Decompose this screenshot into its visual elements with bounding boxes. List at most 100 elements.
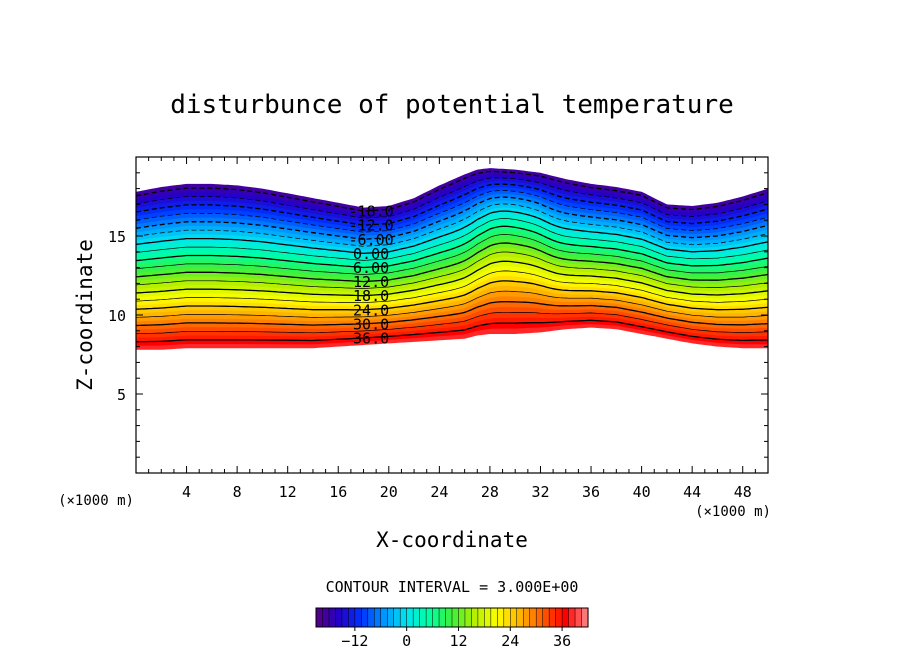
colorbar-segment xyxy=(529,607,537,628)
x-unit-label: (×1000 m) xyxy=(695,504,771,520)
colorbar-segment xyxy=(522,607,531,628)
contour-line xyxy=(136,260,768,297)
x-tick-label: 44 xyxy=(683,483,701,501)
colorbar-segment xyxy=(425,607,434,628)
colorbar-segment xyxy=(432,607,440,628)
colorbar-segment xyxy=(399,607,408,628)
colorbar-segment xyxy=(361,607,369,628)
contour-band xyxy=(136,296,768,327)
contour-line xyxy=(136,183,768,226)
contour-band xyxy=(136,234,768,280)
colorbar-tick-label: 12 xyxy=(449,632,467,650)
colorbar-segment xyxy=(322,607,330,628)
contour-line xyxy=(136,170,768,212)
colorbar-segment xyxy=(458,607,466,628)
contour-line xyxy=(136,225,768,269)
colorbar-segment xyxy=(471,607,479,628)
y-tick-label: 15 xyxy=(108,228,126,246)
contour-line xyxy=(136,203,768,247)
contour-band xyxy=(136,218,768,266)
colorbar-segment xyxy=(516,607,524,628)
colorbar-segment xyxy=(367,607,375,628)
colorbar-segment xyxy=(510,607,518,628)
contour-line xyxy=(136,242,768,283)
colorbar-tick-label: 36 xyxy=(553,632,571,650)
x-tick-label: 4 xyxy=(182,483,191,501)
contour-band xyxy=(136,256,768,297)
colorbar-segment xyxy=(386,607,395,628)
x-tick-label: 40 xyxy=(633,483,651,501)
contour-band xyxy=(136,286,768,319)
contour-band xyxy=(136,171,768,216)
contour-line xyxy=(136,177,768,219)
contour-band xyxy=(136,214,768,262)
colorbar-segment xyxy=(555,607,563,628)
colorbar-tick-label: −12 xyxy=(341,632,368,650)
contour-labels: -18.0-12.0-6.000.006.0012.018.024.030.03… xyxy=(349,203,394,348)
colorbar-segment xyxy=(535,607,544,628)
contour-line xyxy=(136,319,768,343)
colorbar-segment xyxy=(548,607,557,628)
colorbar-segment xyxy=(348,607,356,628)
contour-band xyxy=(136,270,768,308)
colorbar-segment xyxy=(328,607,336,628)
colorbar-segment xyxy=(497,607,505,628)
colorbar-segment xyxy=(490,607,498,628)
contour-label: 12.0 xyxy=(353,273,389,291)
contour-line xyxy=(136,290,768,318)
contour-label: -12.0 xyxy=(349,217,394,235)
contour-band xyxy=(136,187,768,234)
colorbar-segment xyxy=(574,607,583,628)
colorbar-segment xyxy=(503,607,511,628)
colorbar-segment xyxy=(542,607,550,628)
colorbar-segment xyxy=(315,607,324,628)
contour-band xyxy=(136,252,768,294)
y-axis-label: Z-coordinate xyxy=(73,239,97,391)
colorbar-segment xyxy=(451,607,460,628)
contour-band xyxy=(136,316,768,344)
contour-label: 0.00 xyxy=(353,245,389,263)
x-tick-label: 16 xyxy=(329,483,347,501)
contour-line xyxy=(136,280,768,311)
contour-line xyxy=(136,270,768,304)
colorbar-segment xyxy=(561,607,570,628)
colorbar-tick-label: 24 xyxy=(501,632,519,650)
contour-band xyxy=(136,203,768,252)
contour-interval-label: CONTOUR INTERVAL = 3.000E+00 xyxy=(326,578,579,596)
y-tick-label: 10 xyxy=(108,307,126,325)
x-tick-label: 12 xyxy=(279,483,297,501)
contour-band xyxy=(136,261,768,301)
x-tick-label: 48 xyxy=(734,483,752,501)
contour-band xyxy=(136,266,768,305)
contour-label: 36.0 xyxy=(353,330,389,348)
colorbar-segment xyxy=(438,607,447,628)
contour-label: -6.00 xyxy=(349,231,394,249)
contour-label: 24.0 xyxy=(353,301,389,319)
colorbar: −12 0 12 24 36 xyxy=(315,607,589,650)
contour-label: 18.0 xyxy=(353,287,389,305)
contour-band xyxy=(136,247,768,290)
colorbar-segment xyxy=(581,607,589,628)
contour-label: 30.0 xyxy=(353,315,389,333)
colorbar-segment xyxy=(445,607,453,628)
colorbar-segment xyxy=(374,607,382,628)
contour-band xyxy=(136,211,768,259)
colorbar-tick-label: 0 xyxy=(402,632,411,650)
contour-line xyxy=(136,218,768,261)
chart-title: disturbunce of potential temperature xyxy=(170,90,734,120)
colorbar-segment xyxy=(464,607,472,628)
x-tick-label: 8 xyxy=(233,483,242,501)
contour-line xyxy=(136,190,768,233)
colorbar-segment xyxy=(354,607,362,628)
colorbar-segment xyxy=(406,607,414,628)
contour-label: -18.0 xyxy=(349,203,394,221)
filled-contour-field xyxy=(136,168,768,350)
colorbar-segment xyxy=(477,607,485,628)
colorbar-segment xyxy=(568,607,576,628)
contour-band xyxy=(136,243,768,287)
contour-band xyxy=(136,230,768,276)
x-tick-label: 32 xyxy=(531,483,549,501)
x-tick-label: 36 xyxy=(582,483,600,501)
